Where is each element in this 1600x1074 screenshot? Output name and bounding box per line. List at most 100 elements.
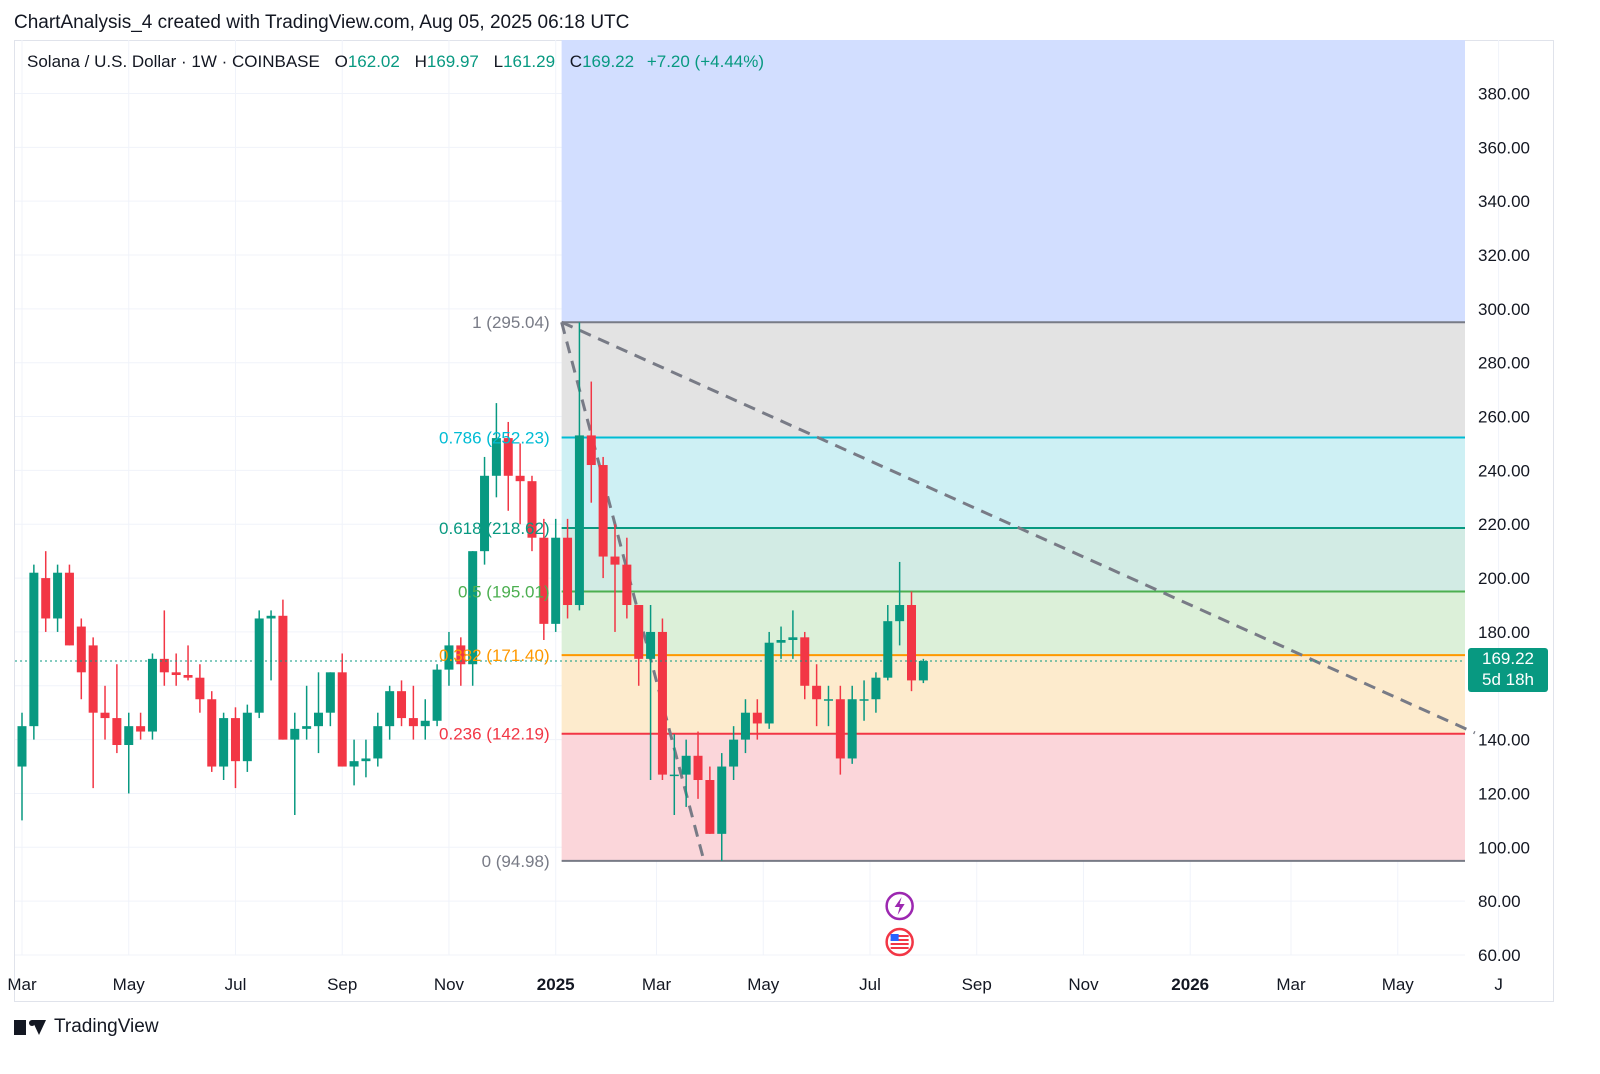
events — [885, 891, 914, 957]
candle-body — [669, 774, 679, 777]
candle-body — [717, 766, 727, 834]
candle-body — [266, 615, 276, 619]
time-tick-label: Mar — [1276, 975, 1306, 994]
fib-zone — [561, 527, 1465, 592]
time-tick-label: Jul — [859, 975, 881, 994]
time-tick-label: May — [113, 975, 146, 994]
candle-body — [444, 645, 454, 670]
flag-stripe — [890, 943, 909, 945]
candle-body — [219, 718, 229, 767]
flag-stripe — [890, 935, 909, 937]
candle-body — [835, 699, 845, 759]
last-price-badge: 169.22 5d 18h — [1468, 648, 1548, 692]
fib-labels: 1 (295.04) 0.786 (252.23) 0.618 (218.62) 0.… — [439, 313, 550, 871]
symbol-name: Solana / U.S. Dollar · 1W · COINBASE — [27, 52, 320, 71]
candle-body — [385, 691, 395, 727]
high-label: H — [414, 52, 427, 71]
trend-line — [560, 321, 706, 862]
candle-body — [373, 726, 383, 759]
candle-body — [124, 726, 134, 746]
fib-level-label: 0.618 (218.62) — [439, 519, 550, 538]
candle-body — [788, 637, 798, 641]
candle-body — [147, 658, 157, 732]
candle-body — [290, 728, 300, 740]
last-price-value: 169.22 — [1482, 649, 1534, 668]
candle-body — [871, 677, 881, 700]
candle-body — [800, 637, 810, 686]
candle-body — [859, 699, 869, 701]
candle-body — [539, 537, 549, 624]
candle-body — [907, 605, 916, 681]
candle-body — [480, 475, 490, 552]
close-value: 169.22 — [582, 52, 635, 71]
time-tick-label: Sep — [327, 975, 357, 994]
time-tick-label: J — [1494, 975, 1503, 994]
time-tick-label: May — [747, 975, 780, 994]
candle-body — [847, 699, 857, 759]
time-tick-label: Sep — [962, 975, 992, 994]
candle-body — [159, 658, 169, 673]
candle-body — [574, 435, 584, 606]
price-tick-label: 340.00 — [1478, 192, 1530, 211]
price-tick-label: 220.00 — [1478, 515, 1530, 534]
fib-zone — [561, 733, 1465, 861]
price-tick-label: 260.00 — [1478, 408, 1530, 427]
bolt-glyph — [894, 897, 905, 915]
candle-body — [361, 758, 371, 762]
open-label: O — [334, 52, 348, 71]
candle-body — [254, 618, 264, 713]
footer-brand[interactable]: TradingView — [14, 1016, 159, 1038]
candle-body — [729, 739, 739, 767]
tradingview-logo-icon — [14, 1017, 46, 1037]
candle-body — [657, 631, 667, 775]
candle-body — [230, 718, 240, 762]
candle-body — [171, 672, 181, 676]
candle-body — [17, 726, 27, 767]
fib-zone — [561, 655, 1465, 734]
candle-body — [420, 720, 430, 727]
price-tick-label: 180.00 — [1478, 623, 1530, 642]
candle-body — [408, 718, 418, 727]
candle-body — [195, 677, 205, 700]
flag-stripe — [890, 947, 909, 949]
price-tick-label: 380.00 — [1478, 84, 1530, 103]
price-tick-label: 140.00 — [1478, 731, 1530, 750]
candle-body — [646, 631, 656, 659]
candle-body — [527, 481, 537, 538]
candle-body — [100, 712, 110, 719]
trend-lines — [560, 320, 1476, 862]
candle-body — [41, 578, 51, 619]
time-tick-label: Nov — [1068, 975, 1099, 994]
candle-body — [503, 438, 513, 476]
candle-body — [551, 537, 561, 624]
candle-body — [823, 699, 833, 701]
candle-body — [432, 669, 442, 721]
candle-body — [610, 556, 620, 565]
fib-projection-zone — [561, 40, 1465, 323]
candle-body — [112, 718, 122, 746]
price-tick-label: 320.00 — [1478, 246, 1530, 265]
candle-body — [456, 645, 466, 665]
candle-body — [776, 640, 786, 643]
trend-line — [561, 320, 1476, 735]
open-value: 162.02 — [347, 52, 400, 71]
candle-body — [278, 615, 288, 740]
fib-level-label: 0 (94.98) — [482, 852, 550, 871]
candle-body — [337, 672, 347, 767]
price-tick-label: 280.00 — [1478, 354, 1530, 373]
candle-body — [491, 438, 501, 476]
candle-body — [325, 672, 335, 713]
price-tick-label: 240.00 — [1478, 461, 1530, 480]
price-tick-label: 360.00 — [1478, 138, 1530, 157]
fib-zone — [561, 322, 1465, 438]
fib-level-label: 0.5 (195.01) — [458, 583, 550, 602]
candle-body — [622, 564, 632, 606]
candle-body — [812, 685, 822, 700]
time-tick-label: Nov — [434, 975, 465, 994]
candle-body — [207, 699, 217, 767]
time-tick-label: Jul — [225, 975, 247, 994]
candle-body — [752, 712, 762, 724]
fib-level-label: 0.786 (252.23) — [439, 428, 550, 447]
symbol-legend: Solana / U.S. Dollar · 1W · COINBASE O16… — [27, 52, 764, 72]
